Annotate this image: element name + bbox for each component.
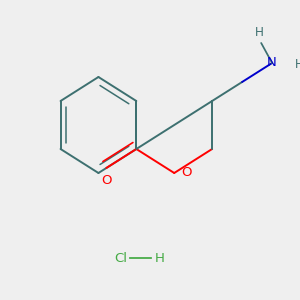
Text: O: O [182,167,192,179]
Text: N: N [267,56,277,70]
Text: H: H [255,26,264,40]
Text: O: O [101,173,112,187]
Text: Cl: Cl [115,251,128,265]
Text: H: H [155,251,165,265]
Text: H: H [295,58,300,71]
